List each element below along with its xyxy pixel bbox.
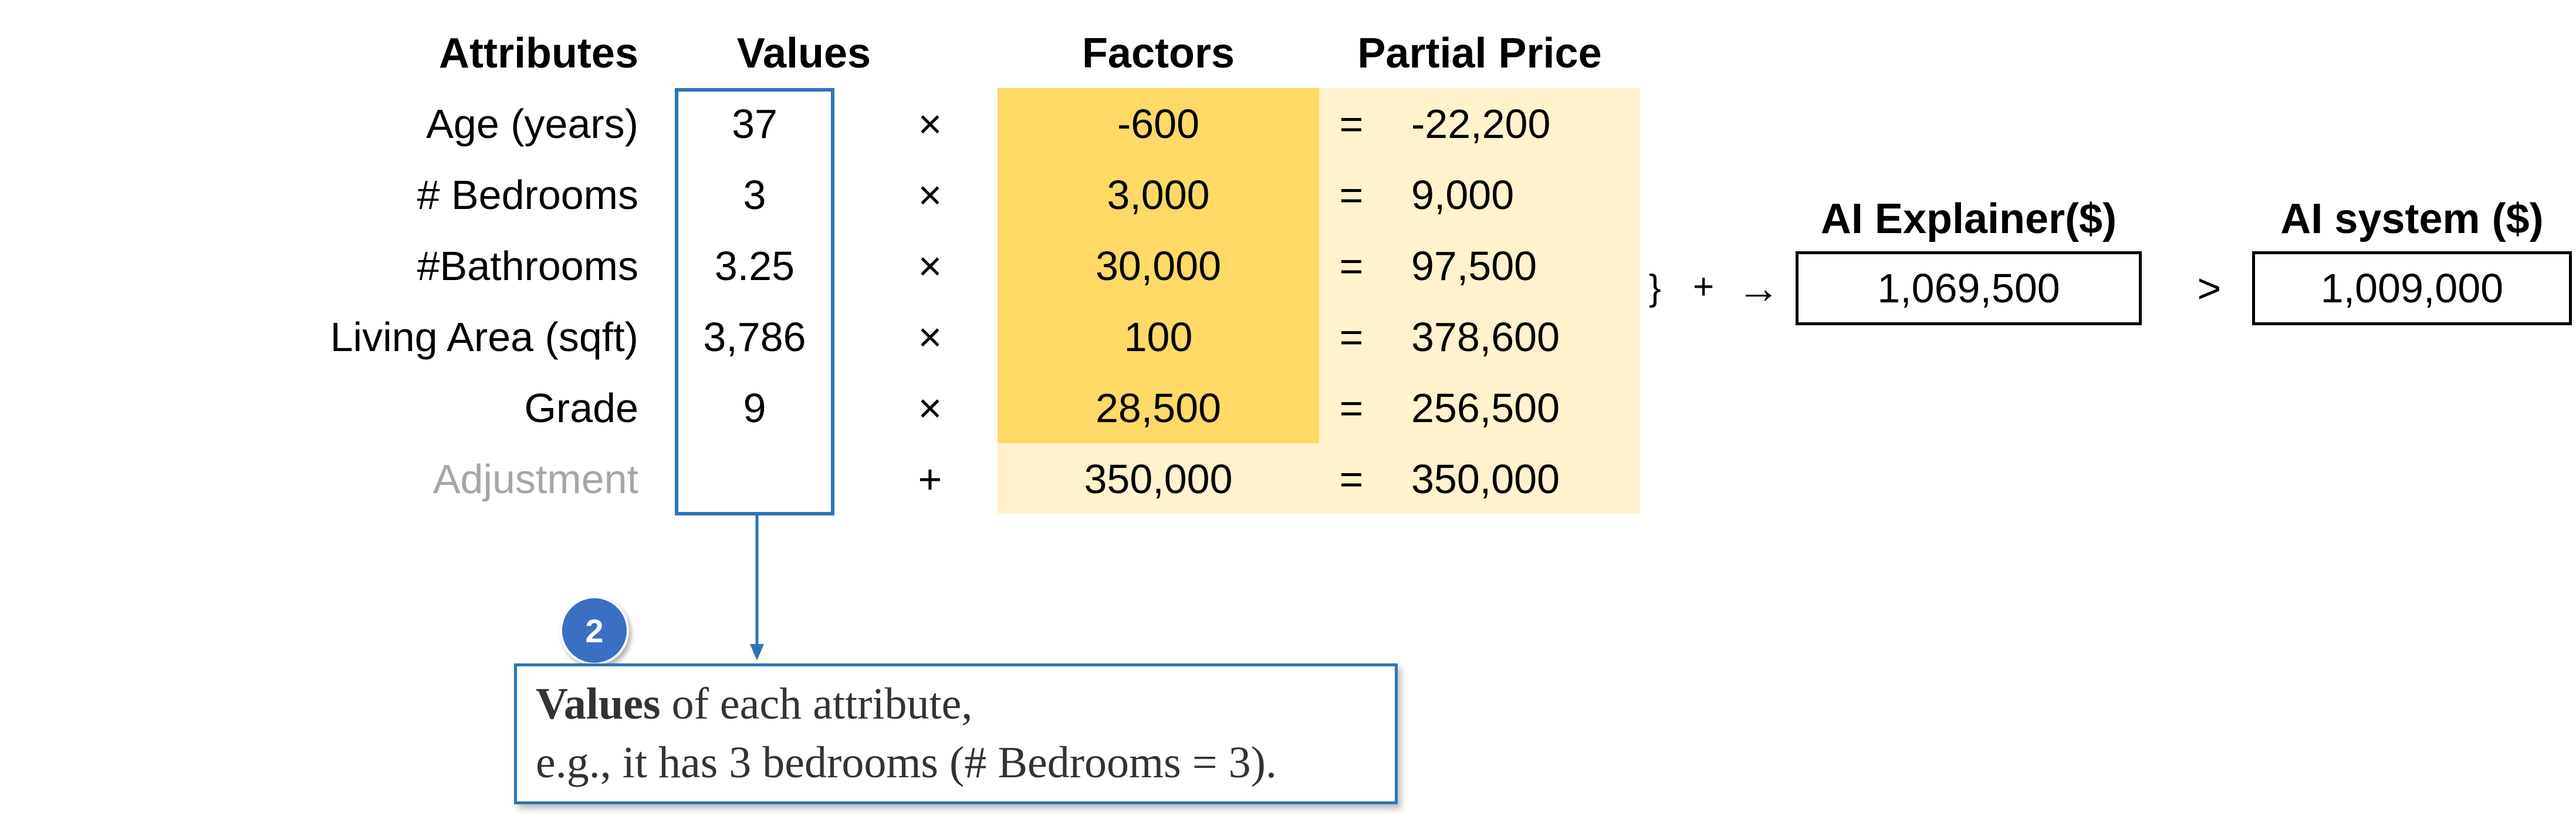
- attribute-value: 3.25: [714, 243, 795, 289]
- attribute-value: 3: [743, 172, 766, 218]
- attribute-label: Grade: [524, 385, 638, 431]
- header-factors: Factors: [1081, 30, 1235, 77]
- equals-sign: =: [1339, 314, 1364, 360]
- attribute-label: # Bedrooms: [417, 172, 638, 218]
- partial-price-value: -22,200: [1411, 101, 1551, 147]
- attribute-value: 3,786: [703, 314, 806, 360]
- header-attributes: Attributes: [439, 30, 638, 77]
- factor-value: -600: [1117, 101, 1200, 147]
- ai-explainer-value: 1,069,500: [1877, 265, 2060, 311]
- multiply-sign: ×: [918, 243, 942, 289]
- ai-system-box: [2252, 251, 2572, 325]
- partial-price-value: 350,000: [1411, 456, 1560, 502]
- callout-line-1: Values of each attribute,: [536, 675, 1376, 733]
- adjustment-factor-value: 350,000: [1084, 456, 1233, 502]
- callout-line-1-rest: of each attribute,: [660, 679, 973, 729]
- greater-than-sign: >: [2197, 265, 2222, 311]
- connector-arrow: [750, 514, 764, 660]
- header-values: Values: [736, 30, 871, 77]
- equals-sign: =: [1339, 172, 1364, 218]
- factor-value: 28,500: [1095, 385, 1222, 431]
- callout-box: Values of each attribute, e.g., it has 3…: [514, 663, 1398, 804]
- plus-sign: +: [918, 456, 942, 502]
- equals-sign: =: [1339, 101, 1364, 147]
- factor-value: 30,000: [1095, 243, 1222, 289]
- sum-plus: +: [1693, 267, 1715, 307]
- partial-price-value: 378,600: [1411, 314, 1560, 360]
- multiply-sign: ×: [918, 101, 942, 147]
- equals-sign: =: [1339, 385, 1364, 431]
- ai-explainer-label: AI Explainer($): [1820, 195, 2117, 242]
- ai-system-label: AI system ($): [2280, 195, 2544, 242]
- step-badge: 2: [560, 596, 629, 665]
- attribute-label: #Bathrooms: [417, 243, 638, 289]
- ai-explainer-box: [1796, 251, 2142, 325]
- factors-shading: [998, 88, 1319, 443]
- attribute-label: Age (years): [426, 101, 638, 147]
- attribute-label: Living Area (sqft): [330, 314, 638, 360]
- multiply-sign: ×: [918, 314, 942, 360]
- adjustment-label: Adjustment: [432, 456, 638, 502]
- equals-sign: =: [1339, 243, 1364, 289]
- factor-value: 100: [1124, 314, 1193, 360]
- partial-price-value: 97,500: [1411, 243, 1537, 289]
- callout-bold: Values: [536, 679, 661, 729]
- callout-line-2: e.g., it has 3 bedrooms (# Bedrooms = 3)…: [536, 738, 1277, 787]
- multiply-sign: ×: [918, 385, 942, 431]
- sum-brace: }: [1649, 268, 1661, 308]
- attribute-value: 9: [743, 385, 766, 431]
- header-partial-price: Partial Price: [1357, 30, 1602, 77]
- factor-value: 3,000: [1107, 172, 1210, 218]
- equals-sign: =: [1339, 456, 1364, 502]
- partial-price-value: 256,500: [1411, 385, 1560, 431]
- values-column-outline: [675, 88, 834, 515]
- ai-system-value: 1,009,000: [2320, 265, 2504, 311]
- multiply-sign: ×: [918, 172, 942, 218]
- partial-price-value: 9,000: [1411, 172, 1515, 218]
- sum-arrow: →: [1737, 264, 1780, 312]
- attribute-value: 37: [732, 101, 777, 147]
